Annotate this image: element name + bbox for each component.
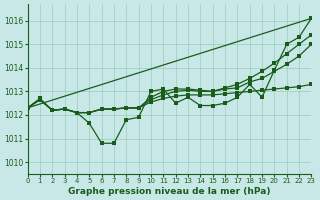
- X-axis label: Graphe pression niveau de la mer (hPa): Graphe pression niveau de la mer (hPa): [68, 187, 271, 196]
